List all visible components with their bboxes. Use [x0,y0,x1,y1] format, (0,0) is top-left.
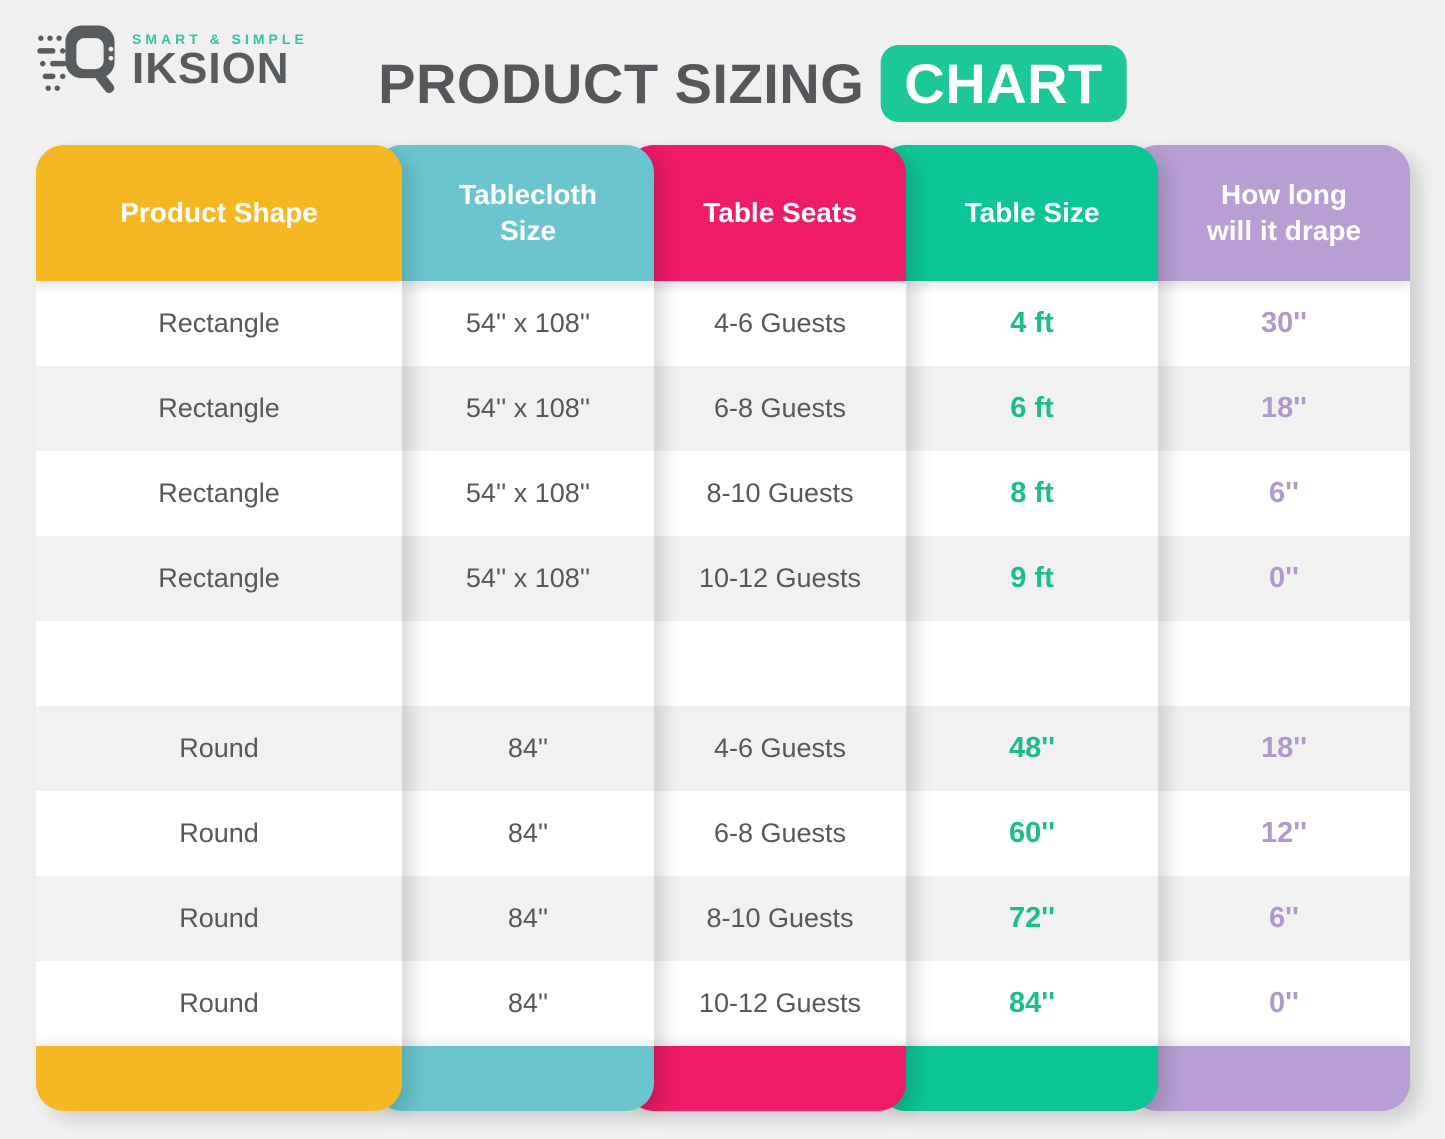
table-cell: 84'' [402,961,654,1046]
table-cell: 6-8 Guests [654,791,906,876]
table-cell: 6 ft [906,366,1158,451]
table-cell [1158,621,1410,706]
table-cell: 60'' [906,791,1158,876]
logo-q-icon [34,20,126,105]
table-cell: 84'' [906,961,1158,1046]
table-cell: 84'' [402,706,654,791]
table-cell: 54'' x 108'' [402,451,654,536]
table-cell: 6-8 Guests [654,366,906,451]
sizing-table: Product Shape Rectangle Rectangle Rectan… [36,145,1410,1111]
column-footer-table-size [878,1046,1158,1111]
table-cell: 10-12 Guests [654,961,906,1046]
table-cell: 54'' x 108'' [402,366,654,451]
column-header-label: Product Shape [120,196,318,228]
column-body: Rectangle Rectangle Rectangle Rectangle … [36,281,402,1046]
column-header-label: How long [1221,178,1347,210]
table-cell: 9 ft [906,536,1158,621]
table-cell: 0'' [1158,961,1410,1046]
column-header-table-size: Table Size [878,145,1158,281]
table-cell: Round [36,706,402,791]
column-body: 30'' 18'' 6'' 0'' 18'' 12'' 6'' 0'' [1130,281,1410,1046]
brand-tagline: SMART & SIMPLE [132,31,308,48]
table-cell: 72'' [906,876,1158,961]
brand-name: IKSION [132,44,290,94]
title-highlight-pill: CHART [880,45,1127,123]
table-cell: Rectangle [36,536,402,621]
column-header-product-shape: Product Shape [36,145,402,281]
table-cell: Round [36,876,402,961]
table-cell: Round [36,961,402,1046]
column-header-tablecloth-size: Tablecloth Size [374,145,654,281]
table-cell: Rectangle [36,366,402,451]
column-footer-table-seats [626,1046,906,1111]
table-cell [402,621,654,706]
table-cell: 6'' [1158,876,1410,961]
column-footer-drape-length [1130,1046,1410,1111]
page-title-text: PRODUCT SIZING [378,52,865,116]
table-cell: 12'' [1158,791,1410,876]
page-title: PRODUCT SIZING CHART [378,45,1127,123]
column-card-table-seats: Table Seats 4-6 Guests 6-8 Guests 8-10 G… [626,145,906,1111]
table-cell: 54'' x 108'' [402,536,654,621]
table-cell: 8-10 Guests [654,451,906,536]
table-cell: 48'' [906,706,1158,791]
column-card-product-shape: Product Shape Rectangle Rectangle Rectan… [36,145,402,1111]
column-footer-tablecloth-size [374,1046,654,1111]
table-cell: 8-10 Guests [654,876,906,961]
table-cell: 8 ft [906,451,1158,536]
table-cell: 84'' [402,876,654,961]
table-cell [906,621,1158,706]
table-cell [36,621,402,706]
table-cell: 6'' [1158,451,1410,536]
column-header-label: Size [499,215,557,246]
table-cell: Round [36,791,402,876]
column-header-label: Table Seats [703,196,857,228]
brand-logo: SMART & SIMPLE IKSION [34,20,308,105]
column-header-label: Table Size [964,196,1100,228]
table-cell: 4-6 Guests [654,281,906,366]
table-cell [654,621,906,706]
table-cell: 4 ft [906,281,1158,366]
column-card-table-size: Table Size 4 ft 6 ft 8 ft 9 ft 48'' 60''… [878,145,1158,1111]
column-card-drape-length: How long will it drape 30'' 18'' 6'' 0''… [1130,145,1410,1111]
top-bar: SMART & SIMPLE IKSION PRODUCT SIZING CHA… [0,0,1445,145]
table-cell: 54'' x 108'' [402,281,654,366]
table-cell: 18'' [1158,706,1410,791]
table-cell: 0'' [1158,536,1410,621]
column-header-label: Tablecloth [459,178,597,210]
column-header-table-seats: Table Seats [626,145,906,281]
brand-text: SMART & SIMPLE IKSION [132,32,308,92]
column-header-drape-length: How long will it drape [1130,145,1410,281]
column-footer-product-shape [36,1046,402,1111]
table-cell: 4-6 Guests [654,706,906,791]
table-cell: 10-12 Guests [654,536,906,621]
column-body: 54'' x 108'' 54'' x 108'' 54'' x 108'' 5… [374,281,654,1046]
column-header-label: will it drape [1206,215,1362,246]
table-cell: 84'' [402,791,654,876]
column-card-tablecloth-size: Tablecloth Size 54'' x 108'' 54'' x 108'… [374,145,654,1111]
column-body: 4-6 Guests 6-8 Guests 8-10 Guests 10-12 … [626,281,906,1046]
column-body: 4 ft 6 ft 8 ft 9 ft 48'' 60'' 72'' 84'' [878,281,1158,1046]
table-cell: Rectangle [36,451,402,536]
table-cell: 18'' [1158,366,1410,451]
table-cell: Rectangle [36,281,402,366]
table-cell: 30'' [1158,281,1410,366]
